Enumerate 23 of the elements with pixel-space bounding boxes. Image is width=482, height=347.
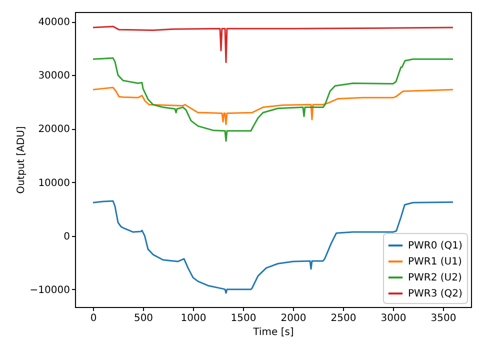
legend-label: PWR3 (Q2) bbox=[408, 288, 463, 300]
y-tick-label: 40000 bbox=[38, 17, 70, 28]
y-tick-label: 10000 bbox=[38, 178, 70, 189]
x-tick-label: 3000 bbox=[380, 313, 406, 324]
y-tick-label: 30000 bbox=[38, 70, 70, 82]
line-series bbox=[92, 26, 454, 64]
legend-label: PWR1 (U1) bbox=[408, 256, 462, 268]
x-tick-label: 1500 bbox=[230, 313, 256, 324]
y-tick-label: 20000 bbox=[38, 124, 70, 136]
x-axis-title: Time [s] bbox=[252, 327, 294, 338]
x-tick-label: 2500 bbox=[330, 313, 356, 324]
y-tick-label: 0 bbox=[64, 231, 70, 242]
x-tick-label: 2000 bbox=[280, 313, 306, 324]
line-series bbox=[92, 86, 454, 126]
legend-label: PWR2 (U2) bbox=[408, 272, 462, 284]
x-tick-label: 1000 bbox=[180, 313, 206, 324]
x-tick-label: 500 bbox=[134, 313, 154, 324]
x-tick-label: 0 bbox=[90, 313, 97, 324]
y-axis-title: Output [ADU] bbox=[16, 126, 27, 194]
legend-label: PWR0 (Q1) bbox=[408, 240, 463, 252]
line-series bbox=[92, 57, 454, 142]
x-tick-label: 3500 bbox=[430, 313, 456, 324]
y-tick-label: −10000 bbox=[30, 284, 70, 296]
